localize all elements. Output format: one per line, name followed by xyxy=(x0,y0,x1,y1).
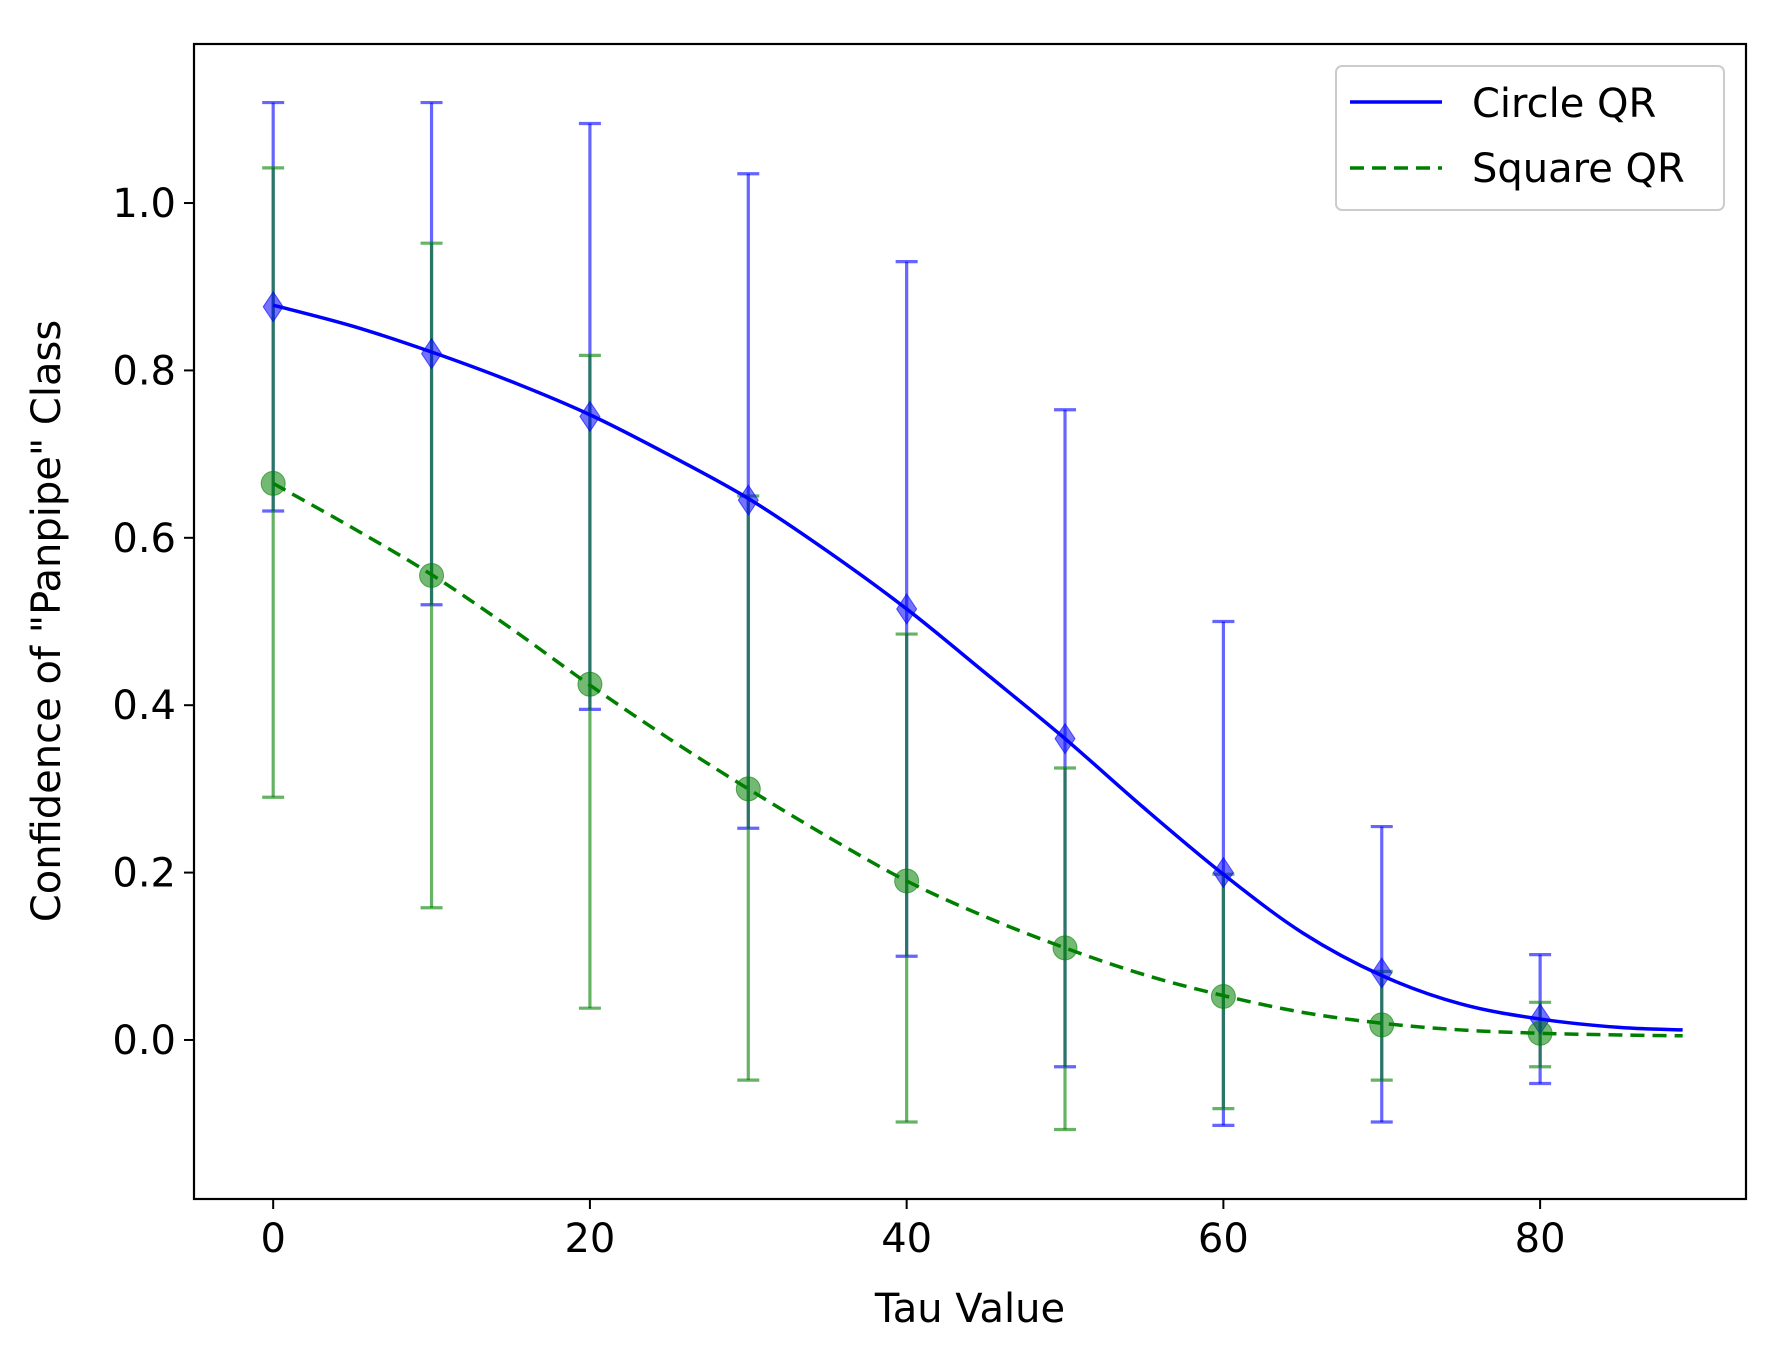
x-tick-label: 20 xyxy=(564,1216,615,1262)
x-axis-label: Tau Value xyxy=(874,1286,1065,1332)
y-tick-label: 0.4 xyxy=(112,683,176,729)
data-point-square-qr xyxy=(894,868,920,894)
y-tick-label: 0.2 xyxy=(112,851,176,897)
data-point-square-qr xyxy=(260,470,286,496)
data-point-circle-qr xyxy=(420,337,443,370)
y-axis-label: Confidence of "Panpipe" Class xyxy=(24,320,70,922)
y-axis: 0.0 0.2 0.4 0.6 0.8 1.0 xyxy=(112,181,194,1064)
data-point-square-qr xyxy=(1052,935,1078,961)
series-line-square-qr xyxy=(272,481,1683,1038)
data-point-circle-qr xyxy=(737,484,759,517)
x-tick-label: 80 xyxy=(1515,1216,1566,1262)
x-axis: 0 20 40 60 80 xyxy=(260,1199,1566,1262)
x-tick-label: 60 xyxy=(1198,1216,1249,1262)
data-point-square-qr xyxy=(1210,983,1236,1009)
data-point-circle-qr xyxy=(579,400,601,433)
data-point-circle-qr xyxy=(1054,722,1076,755)
legend: Circle QR Square QR xyxy=(1335,65,1725,211)
data-point-circle-qr xyxy=(1212,856,1234,889)
y-tick-label: 0.8 xyxy=(112,348,176,394)
data-point-square-qr xyxy=(577,671,603,697)
legend-label-square-qr: Square QR xyxy=(1472,146,1685,192)
data-point-square-qr xyxy=(1527,1020,1553,1046)
data-point-square-qr xyxy=(419,562,445,588)
data-point-square-qr xyxy=(735,776,761,802)
series-line-circle-qr xyxy=(272,303,1683,1032)
x-tick-label: 40 xyxy=(881,1216,932,1262)
y-tick-label: 0.0 xyxy=(112,1018,176,1064)
series-lines-layer xyxy=(272,303,1683,1038)
x-tick-label: 0 xyxy=(260,1216,285,1262)
plot-area-frame xyxy=(192,42,1748,1201)
y-tick-label: 1.0 xyxy=(112,181,176,227)
markers-layer xyxy=(260,290,1553,1046)
data-point-circle-qr xyxy=(896,593,918,625)
legend-label-circle-qr: Circle QR xyxy=(1472,81,1656,127)
data-point-circle-qr xyxy=(1371,957,1393,989)
y-tick-label: 0.6 xyxy=(112,516,176,562)
data-point-circle-qr xyxy=(262,290,284,323)
data-point-square-qr xyxy=(1369,1012,1395,1038)
